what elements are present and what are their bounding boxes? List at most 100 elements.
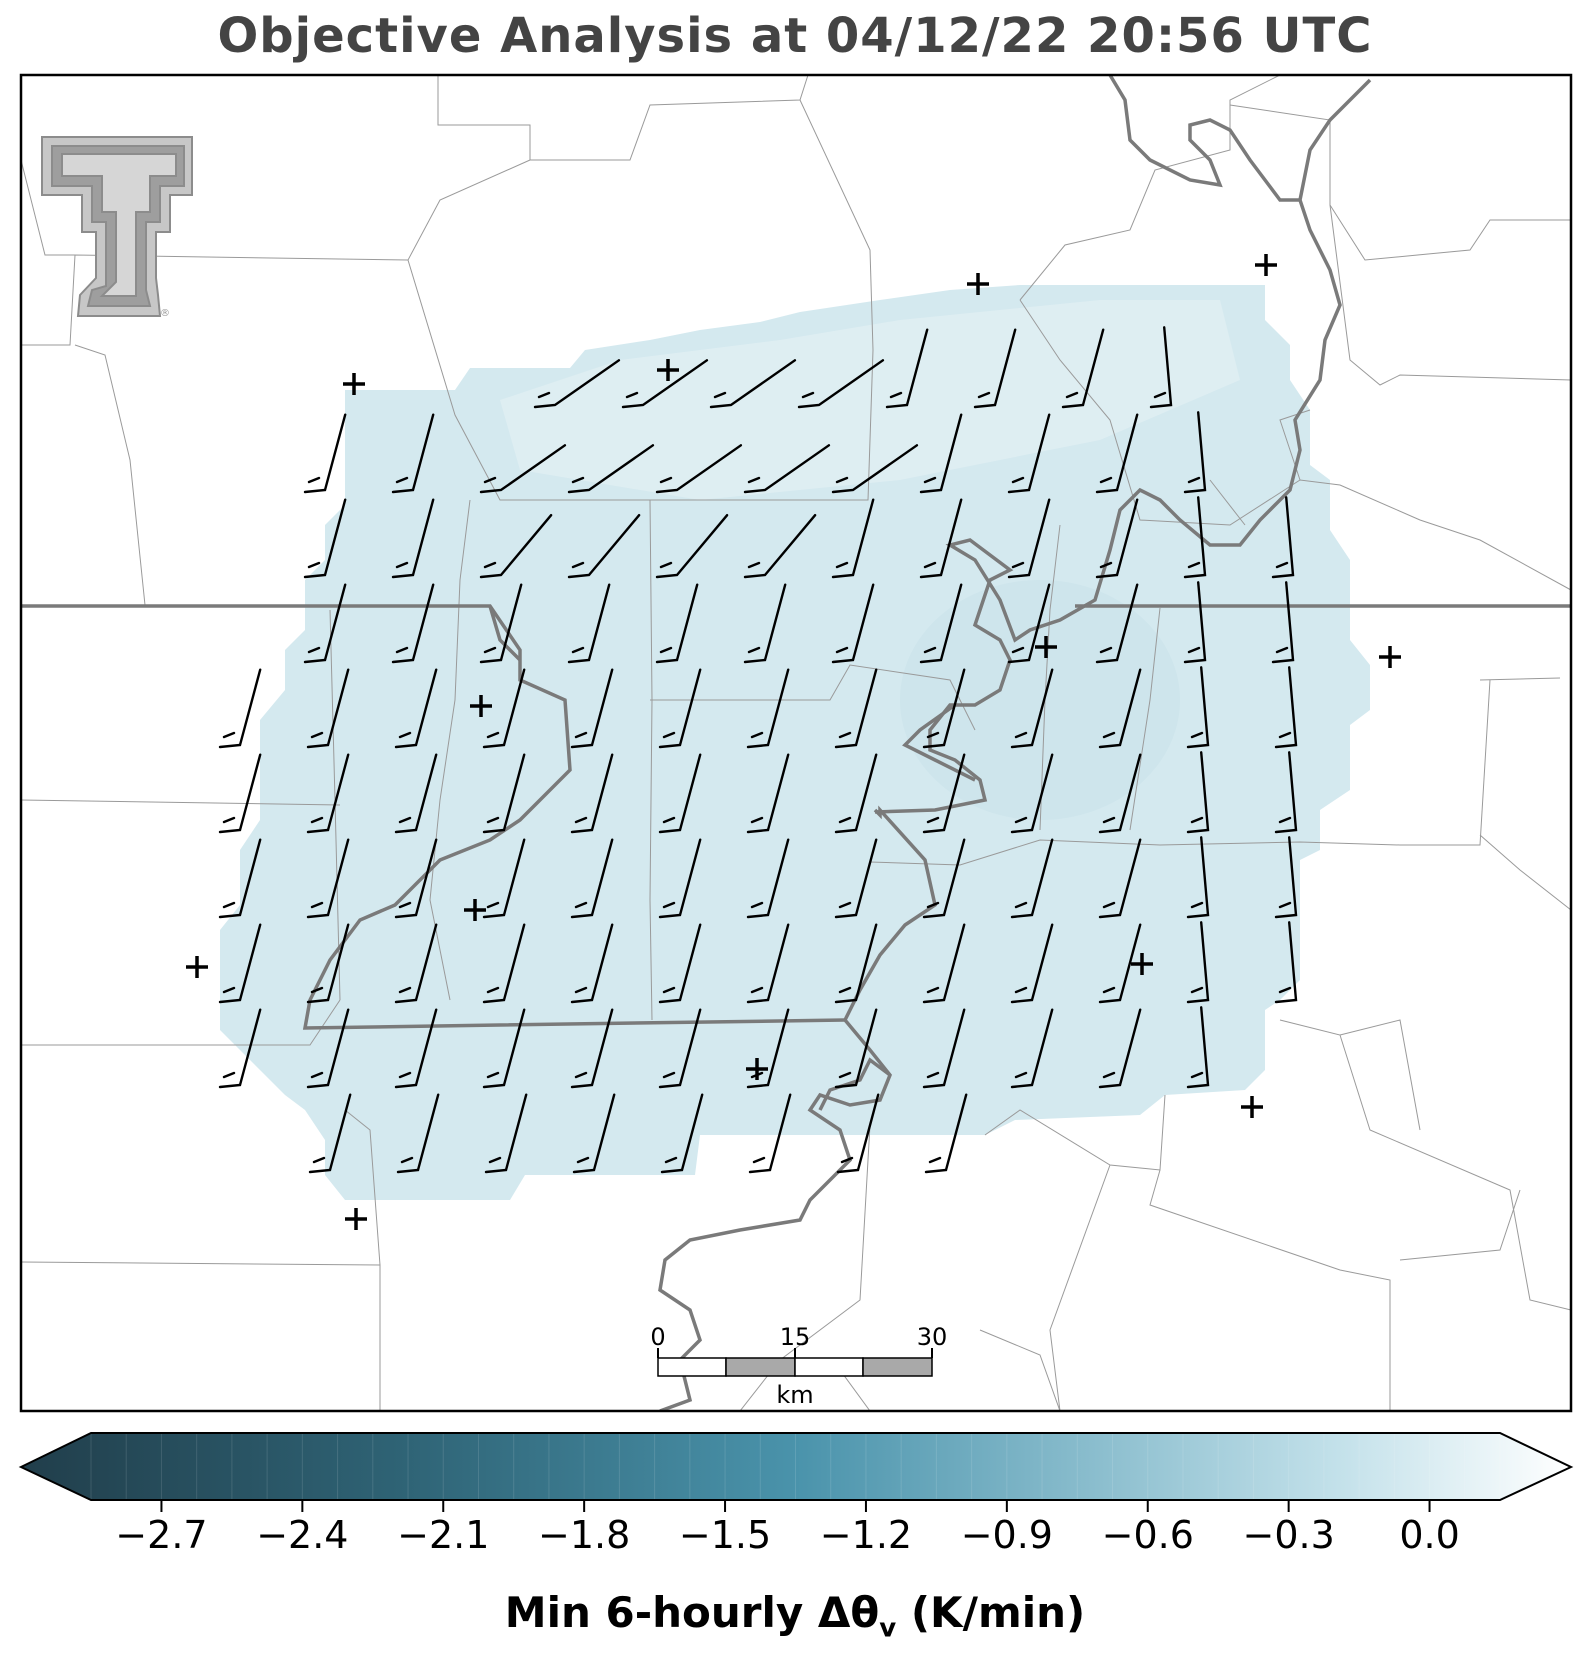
wind-barb	[567, 444, 655, 494]
wind-barb	[743, 514, 817, 579]
wind-barb	[655, 444, 743, 494]
wind-barb	[306, 923, 350, 1004]
station-marker	[1131, 953, 1153, 975]
wind-barb	[482, 1008, 526, 1089]
wind-barb	[658, 1008, 702, 1089]
wind-barb	[1061, 328, 1105, 409]
colorbar-segment-lines	[90, 1433, 1501, 1500]
wind-barb	[834, 838, 878, 919]
analysis-domain-fill	[220, 285, 1370, 1200]
wind-barb	[479, 583, 523, 664]
colorbar-ticks: −2.7 −2.4 −2.1 −1.8 −1.5 −1.2 −0.9 −0.6 −0.3 0.0	[115, 1500, 1460, 1557]
texas-tech-double-t-logo: ®	[41, 136, 193, 319]
wind-barb	[218, 753, 262, 834]
wind-barb	[1098, 1008, 1142, 1089]
wind-barb	[922, 1008, 966, 1089]
wind-barb	[658, 923, 702, 1004]
colorbar-title-main: Min 6-hourly Δθ	[504, 1588, 880, 1637]
wind-barb	[218, 668, 262, 749]
wind-barb	[567, 583, 611, 664]
wind-barb	[1095, 583, 1139, 664]
wind-barb	[218, 1008, 262, 1089]
station-marker	[1379, 646, 1401, 668]
wind-barb	[396, 1093, 440, 1174]
wind-barb	[1274, 836, 1298, 919]
colorbar-tick-label: −1.5	[679, 1513, 771, 1557]
wind-barb	[303, 583, 347, 664]
colorbar-tick-label: −0.6	[1102, 1513, 1194, 1557]
wind-barb	[746, 668, 790, 749]
wind-barb	[479, 444, 567, 494]
wind-barb	[1271, 581, 1295, 664]
wind-barb	[570, 753, 614, 834]
wind-barb	[1007, 413, 1051, 494]
wind-barb	[1186, 1006, 1210, 1089]
wind-barb	[924, 1093, 968, 1174]
wind-barb	[482, 668, 526, 749]
wind-barb	[479, 514, 553, 579]
station-markers	[186, 254, 1401, 1230]
wind-barb	[1098, 838, 1142, 919]
wind-barb	[746, 753, 790, 834]
wind-barb	[709, 359, 797, 409]
wind-barb	[394, 753, 438, 834]
station-marker	[470, 695, 492, 717]
analysis-light-region	[500, 300, 1240, 500]
analysis-min-center	[900, 580, 1180, 820]
colorbar-tick-label: 0.0	[1399, 1513, 1459, 1557]
wind-barb	[308, 1093, 352, 1174]
wind-barb	[306, 668, 350, 749]
colorbar-title-sub: v	[879, 1613, 897, 1644]
wind-barb	[1183, 411, 1207, 494]
wind-barb	[922, 753, 966, 834]
wind-barb	[743, 444, 831, 494]
wind-barb	[834, 1008, 878, 1089]
colorbar-tick-label: −0.3	[1243, 1513, 1335, 1557]
wind-barb	[1095, 413, 1139, 494]
wind-barb	[919, 498, 963, 579]
wind-barb	[660, 1093, 704, 1174]
wind-barb	[746, 923, 790, 1004]
wind-barb	[743, 583, 787, 664]
station-marker	[343, 373, 365, 395]
station-marker	[967, 273, 989, 295]
station-marker	[1241, 1096, 1263, 1118]
wind-barb	[834, 753, 878, 834]
wind-barb	[394, 838, 438, 919]
colorbar-tick-label: −2.4	[256, 1513, 348, 1557]
colorbar-title-units: (K/min)	[896, 1588, 1086, 1637]
wind-barb	[306, 1008, 350, 1089]
wind-barb	[1271, 496, 1295, 579]
colorbar-body	[21, 1433, 1571, 1500]
station-marker	[1035, 636, 1057, 658]
wind-barb	[394, 1008, 438, 1089]
wind-barb	[391, 583, 435, 664]
wind-barb	[1010, 1008, 1054, 1089]
station-marker	[746, 1058, 768, 1080]
wind-barb	[572, 1093, 616, 1174]
wind-barb	[1183, 581, 1207, 664]
wind-barb	[836, 1093, 880, 1174]
colorbar-tick-label: −2.1	[397, 1513, 489, 1557]
wind-barb	[394, 923, 438, 1004]
wind-barb	[831, 498, 875, 579]
colorbar: −2.7 −2.4 −2.1 −1.8 −1.5 −1.2 −0.9 −0.6 −0.3 0.0	[18, 1432, 1574, 1557]
wind-barb	[746, 838, 790, 919]
wind-barb	[973, 328, 1017, 409]
wind-barb	[922, 668, 966, 749]
wind-barb	[1098, 923, 1142, 1004]
wind-barb	[306, 838, 350, 919]
wind-barb	[1274, 666, 1298, 749]
colorbar-tick-label: −2.7	[115, 1513, 207, 1557]
wind-barb	[303, 498, 347, 579]
station-marker	[186, 956, 208, 978]
wind-barb	[533, 359, 621, 409]
wind-barb	[655, 583, 699, 664]
station-marker	[1255, 254, 1277, 276]
scale-label-0: 0	[650, 1323, 665, 1351]
station-marker	[464, 899, 486, 921]
wind-barb	[919, 583, 963, 664]
wind-barb	[570, 1008, 614, 1089]
wind-barb	[922, 923, 966, 1004]
